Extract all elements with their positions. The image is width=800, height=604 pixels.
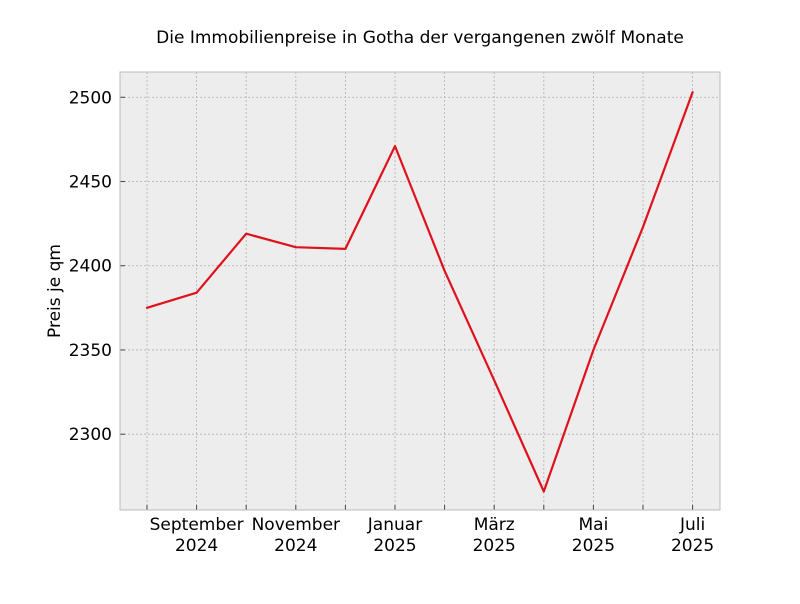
x-tick-label-month: Juli [679, 515, 705, 535]
x-tick-label-month: Mai [578, 515, 608, 535]
y-axis-label: Preis je qm [45, 244, 65, 338]
x-tick-label-month: März [474, 515, 515, 535]
x-tick-label-year: 2025 [671, 536, 714, 556]
y-tick-label: 2500 [69, 88, 112, 108]
y-tick-label: 2450 [69, 173, 112, 193]
y-tick-label: 2300 [69, 425, 112, 445]
x-tick-label-month: September [150, 515, 244, 535]
y-tick-label: 2400 [69, 257, 112, 277]
x-tick-label-year: 2025 [373, 536, 416, 556]
plot-area [120, 72, 720, 510]
chart-title: Die Immobilienpreise in Gotha der vergan… [156, 28, 684, 48]
x-tick-label-year: 2024 [274, 536, 317, 556]
x-tick-label-year: 2025 [572, 536, 615, 556]
x-tick-label-year: 2024 [175, 536, 218, 556]
y-tick-label: 2350 [69, 341, 112, 361]
x-tick-label-year: 2025 [473, 536, 516, 556]
x-tick-label-month: November [252, 515, 340, 535]
x-tick-label-month: Januar [367, 515, 422, 535]
